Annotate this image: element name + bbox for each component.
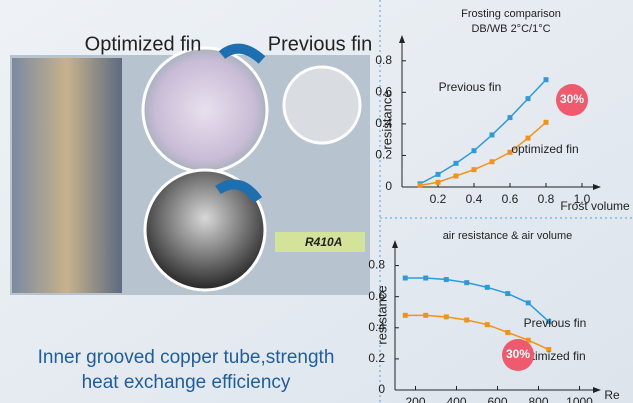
point <box>423 313 428 318</box>
chart-subtitle: DB/WB 2°C/1°C <box>471 23 550 35</box>
chart-title: air resistance & air volume <box>443 230 573 242</box>
infographic: R410A Optimized fin Previous fin Inner g… <box>0 0 633 403</box>
optimized-fin-photo <box>143 48 267 172</box>
x-tick-label: 1000 <box>566 395 593 403</box>
annotation: 30% <box>506 347 530 361</box>
y-tick-label: 0.6 <box>375 85 392 99</box>
x-tick-label: 0.8 <box>538 192 555 206</box>
x-axis-label: Re <box>604 388 620 402</box>
x-tick-label: 200 <box>405 395 425 403</box>
point <box>436 172 441 177</box>
series-label: Previous fin <box>524 316 587 330</box>
x-tick-label: 1.0 <box>574 192 591 206</box>
point <box>490 159 495 164</box>
y-tick-label: 0.8 <box>368 258 385 272</box>
x-tick-label: 600 <box>487 395 507 403</box>
point <box>485 322 490 327</box>
series-label: optimized fin <box>511 142 578 156</box>
y-tick-label: 0.2 <box>368 351 385 365</box>
previous-fin-photo <box>284 67 360 143</box>
y-tick-label: 0.4 <box>375 116 392 130</box>
point <box>526 136 531 141</box>
point <box>485 285 490 290</box>
point <box>544 77 549 82</box>
point <box>526 96 531 101</box>
label: Previous fin <box>268 33 373 55</box>
point <box>544 120 549 125</box>
point <box>526 300 531 305</box>
badge: R410A <box>305 235 342 249</box>
point <box>505 291 510 296</box>
x-tick-label: 0.2 <box>430 192 447 206</box>
caption: Inner grooved copper tube,strength <box>38 347 335 368</box>
point <box>436 180 441 185</box>
x-tick-label: 0.6 <box>502 192 519 206</box>
point <box>508 115 513 120</box>
x-axis-label: Frost volume <box>560 199 630 213</box>
y-tick-label: 0.2 <box>375 148 392 162</box>
y-tick-label: 0.4 <box>368 320 385 334</box>
y-tick-label: 0.6 <box>368 289 385 303</box>
point <box>403 313 408 318</box>
point <box>403 276 408 281</box>
point <box>472 148 477 153</box>
point <box>505 330 510 335</box>
label: Optimized fin <box>85 33 202 55</box>
point <box>464 318 469 323</box>
x-tick-label: 0.4 <box>466 192 483 206</box>
point <box>423 276 428 281</box>
x-tick-label: 800 <box>528 395 548 403</box>
caption: heat exchange efficiency <box>82 372 291 393</box>
chart-title: Frosting comparison <box>461 8 561 20</box>
point <box>490 132 495 137</box>
y-tick-label: 0.8 <box>375 53 392 67</box>
point <box>454 173 459 178</box>
point <box>454 161 459 166</box>
annotation: 30% <box>560 92 584 106</box>
y-tick-label: 0 <box>378 382 385 396</box>
point <box>472 167 477 172</box>
x-tick-label: 400 <box>446 395 466 403</box>
point <box>444 277 449 282</box>
page: R410A Optimized fin Previous fin Inner g… <box>0 0 633 403</box>
coil-photo <box>12 58 122 293</box>
point <box>444 314 449 319</box>
point <box>418 183 423 188</box>
series-label: Previous fin <box>439 80 502 94</box>
point <box>464 280 469 285</box>
y-tick-label: 0 <box>385 179 392 193</box>
